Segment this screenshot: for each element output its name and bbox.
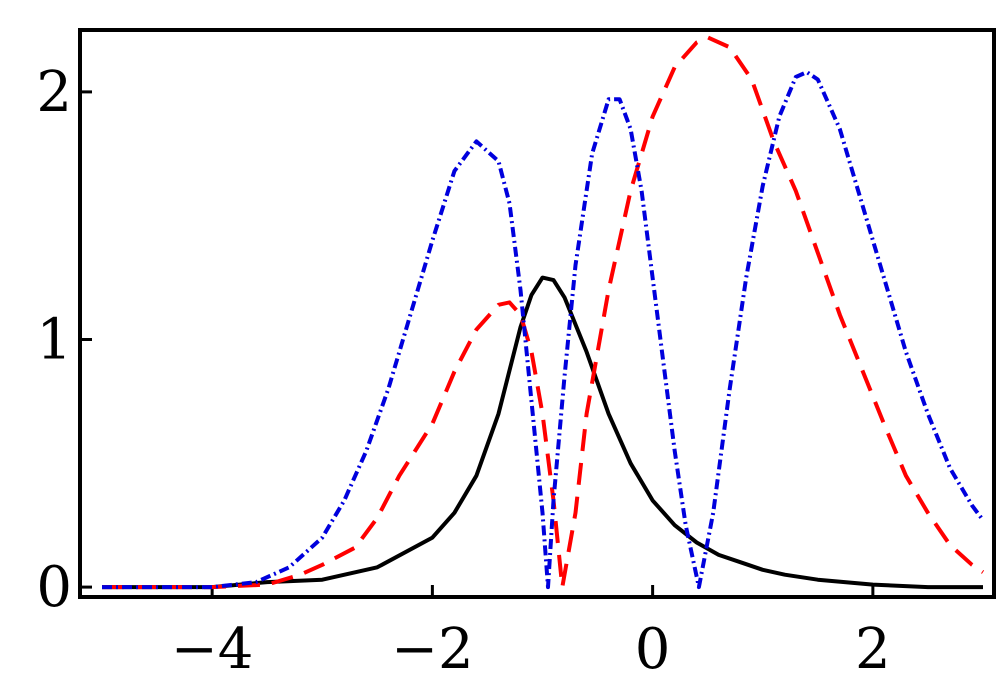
series-line-dashed [102, 35, 985, 590]
series-line-solid [102, 275, 983, 590]
x-tick-label: 0 [635, 617, 671, 678]
y-tick-label: 0 [36, 555, 72, 620]
x-tick-label: −4 [171, 617, 254, 678]
x-tick-label: 2 [855, 617, 891, 678]
axis-ticks [80, 90, 875, 597]
tick-labels: −4 −2 0 2 0 1 2 [36, 60, 890, 678]
plot-frame [78, 28, 996, 599]
y-tick-label: 1 [36, 307, 72, 372]
series-line-dash-dot [102, 70, 985, 590]
chart-series [102, 35, 985, 590]
x-tick-label: −2 [391, 617, 474, 678]
y-tick-label: 2 [36, 60, 72, 125]
